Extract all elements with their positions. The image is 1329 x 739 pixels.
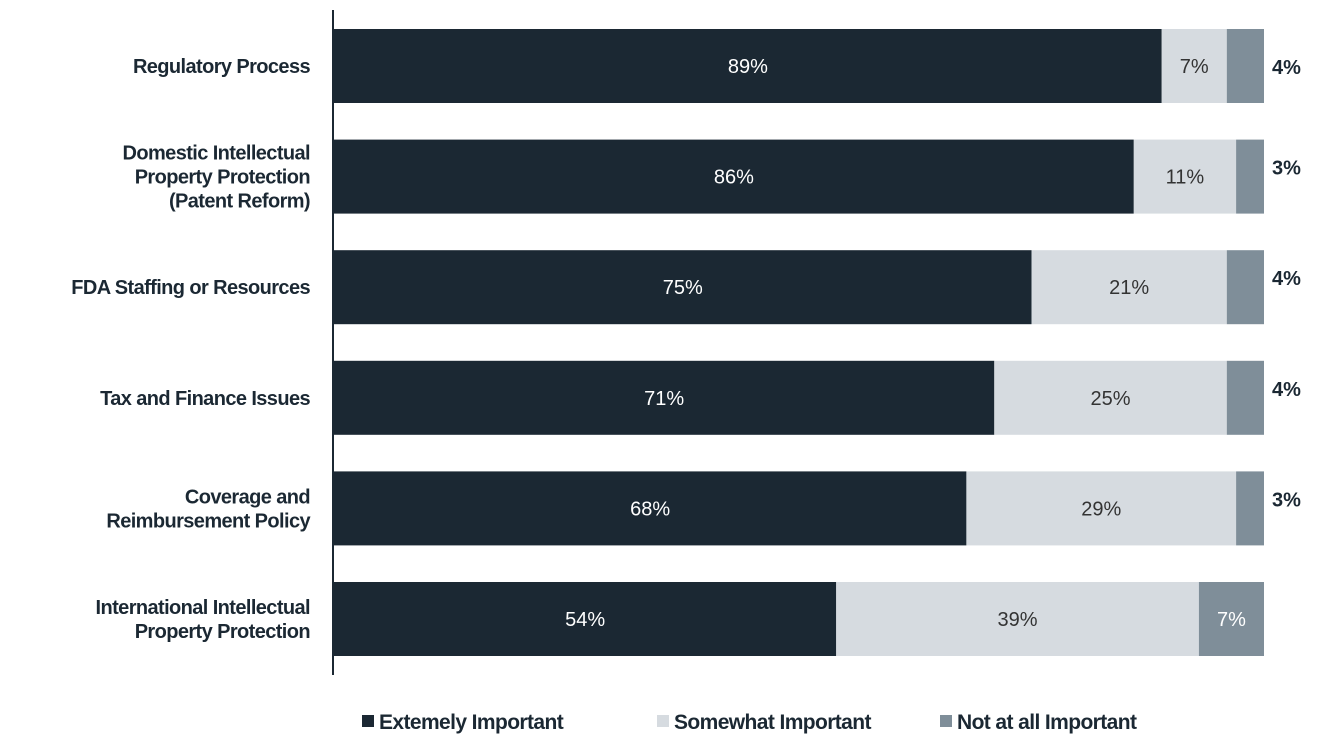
bar-segments — [334, 29, 1264, 656]
data-label: 4% — [1272, 57, 1301, 79]
bar-segment-not-at-all — [1198, 582, 1264, 656]
bar-segment-not-at-all — [1226, 250, 1264, 325]
data-label: 29% — [1081, 498, 1121, 520]
data-label: 25% — [1091, 388, 1131, 410]
category-label: Tax and Finance Issues — [100, 388, 310, 410]
legend-label: Extemely Important — [379, 711, 564, 734]
category-label: Reimbursement Policy — [106, 510, 311, 532]
bar-segment-somewhat — [966, 471, 1237, 546]
data-label: 7% — [1217, 609, 1246, 631]
data-label: 86% — [714, 167, 754, 189]
legend-label: Not at all Important — [957, 711, 1137, 734]
data-label: 11% — [1166, 167, 1205, 189]
data-label: 89% — [728, 56, 768, 78]
data-label: 75% — [663, 277, 703, 299]
data-label: 7% — [1180, 56, 1209, 78]
category-label: Regulatory Process — [133, 56, 311, 78]
bar-segment-somewhat — [836, 582, 1199, 656]
legend-label: Somewhat Important — [674, 711, 871, 734]
bar-segment-not-at-all — [1236, 139, 1264, 214]
category-label: Domestic Intellectual — [123, 143, 311, 165]
category-label: Property Protection — [135, 167, 310, 189]
data-label: 3% — [1272, 158, 1301, 180]
data-label: 21% — [1109, 277, 1149, 299]
bar-segment-extremely — [334, 29, 1162, 103]
bar-segment-extremely — [334, 471, 967, 546]
bar-segment-not-at-all — [1236, 471, 1264, 546]
bar-segment-extremely — [334, 250, 1032, 325]
category-label: Coverage and — [185, 486, 310, 508]
data-labels: 89% 7% 4% 86% 11% 3% 75% 21% 4% 71% 25% 4% 68% 29% 3% 5… — [565, 56, 1301, 631]
data-label: 71% — [644, 388, 684, 410]
bar-segment-somewhat — [994, 360, 1227, 435]
legend-swatch — [940, 715, 952, 727]
data-label: 39% — [998, 609, 1038, 631]
bar-segment-not-at-all — [1226, 29, 1264, 103]
bar-segment-somewhat — [1031, 250, 1227, 325]
bar-segment-somewhat — [1161, 29, 1227, 103]
category-label: (Patent Reform) — [169, 191, 310, 213]
legend-swatch — [657, 715, 669, 727]
category-label: International Intellectual — [96, 597, 310, 619]
legend: Extemely Important Somewhat Important Not … — [362, 711, 1138, 734]
data-label: 54% — [565, 609, 605, 631]
legend-swatch — [362, 715, 374, 727]
data-label: 4% — [1272, 268, 1301, 290]
bar-segment-extremely — [334, 139, 1134, 214]
data-label: 3% — [1272, 489, 1301, 511]
data-label: 4% — [1272, 379, 1301, 401]
category-label: Property Protection — [135, 621, 310, 643]
bar-segment-extremely — [334, 360, 995, 435]
bar-segment-somewhat — [1133, 139, 1237, 214]
bar-segment-not-at-all — [1226, 360, 1264, 435]
data-label: 68% — [630, 498, 670, 520]
bar-segment-extremely — [334, 582, 837, 656]
category-label: FDA Staffing or Resources — [71, 277, 310, 299]
